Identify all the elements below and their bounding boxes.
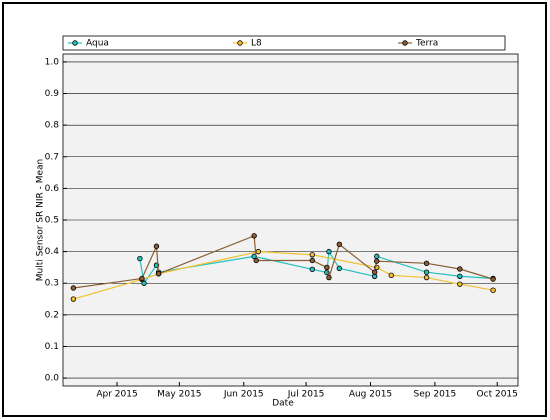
legend-label: Aqua	[86, 39, 109, 49]
y-tick-label: 0.6	[45, 184, 60, 194]
data-point	[309, 252, 316, 258]
y-tick-label: 0.4	[45, 247, 60, 257]
data-point	[336, 241, 343, 248]
y-tick-label: 0.3	[45, 279, 59, 289]
data-point	[371, 269, 378, 275]
x-tick-label: Sep 2015	[414, 390, 457, 400]
data-point	[388, 272, 394, 279]
y-tick-label: 0.8	[45, 121, 60, 131]
series-line	[73, 251, 494, 300]
data-point	[309, 266, 316, 273]
legend-marker	[237, 40, 243, 46]
data-point	[423, 274, 430, 281]
legend-label: Terra	[415, 39, 438, 49]
data-point	[336, 265, 343, 272]
data-point	[490, 287, 496, 293]
data-point	[251, 233, 257, 239]
x-tick-label: Jun 2015	[223, 390, 264, 400]
data-point	[423, 269, 430, 275]
legend-marker	[402, 40, 408, 46]
data-point	[137, 255, 143, 262]
x-tick-label: Oct 2015	[477, 390, 518, 400]
data-point	[324, 264, 330, 271]
x-tick-label: Aug 2015	[349, 390, 392, 400]
data-point	[309, 257, 316, 264]
data-point	[326, 248, 332, 255]
data-point	[374, 258, 380, 264]
data-point	[326, 274, 332, 281]
x-tick-label: Jul 2015	[287, 390, 325, 400]
y-tick-label: 1.0	[45, 57, 60, 67]
y-tick-label: 0.2	[45, 310, 59, 320]
data-point	[139, 275, 145, 282]
data-point	[374, 253, 380, 260]
legend-box	[62, 35, 506, 51]
data-point	[155, 271, 162, 277]
data-point	[423, 260, 430, 267]
data-point	[153, 243, 160, 249]
y-tick-label: 0.1	[45, 342, 59, 352]
y-tick-label: 0.5	[45, 216, 59, 226]
data-point	[70, 296, 77, 302]
y-tick-label: 0.7	[45, 152, 59, 162]
y-tick-label: 0.9	[45, 89, 60, 99]
legend-label: L8	[251, 39, 262, 49]
data-point	[255, 248, 261, 255]
data-point	[457, 266, 463, 272]
legend-marker	[72, 40, 78, 46]
x-axis-label: Date	[272, 399, 294, 409]
y-tick-label: 0.0	[45, 374, 60, 384]
data-point	[253, 257, 259, 264]
data-point	[490, 276, 496, 282]
x-tick-label: Apr 2015	[96, 390, 137, 400]
plot-border	[62, 53, 519, 387]
y-axis-label: Multi Sensor SR NIR - Mean	[36, 159, 46, 282]
data-point	[70, 285, 77, 291]
data-point	[457, 273, 463, 279]
data-point	[457, 281, 463, 287]
x-tick-label: May 2015	[157, 390, 201, 400]
